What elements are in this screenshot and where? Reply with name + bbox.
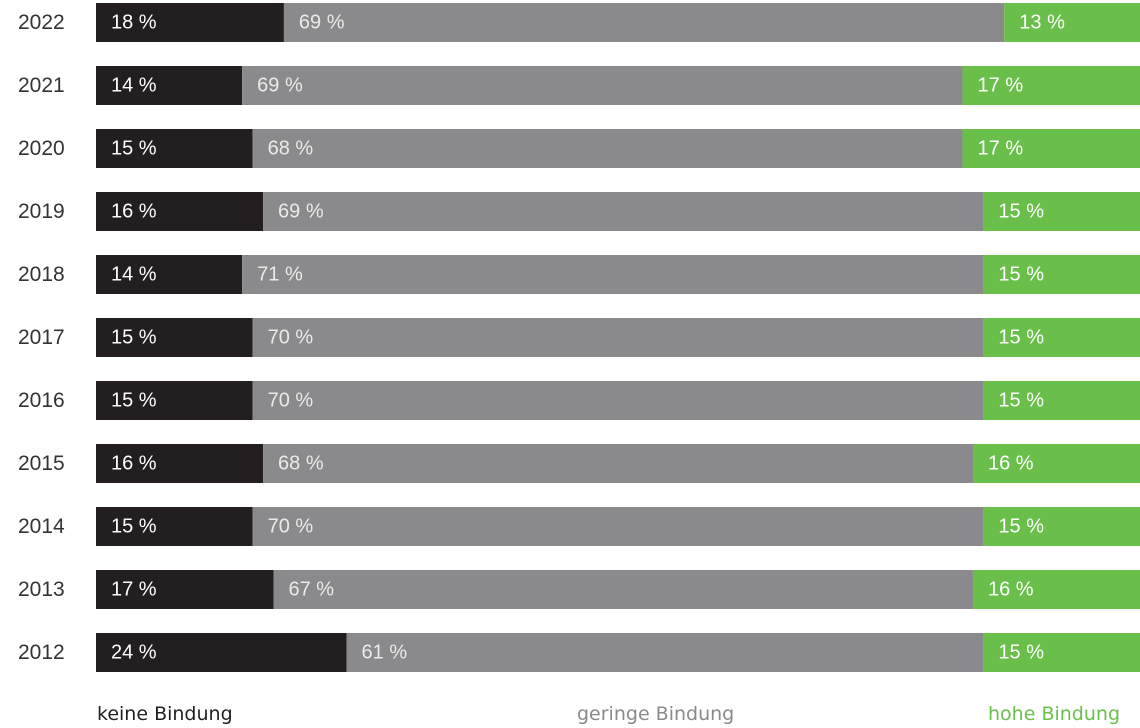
value-label-2015-geringe: 68 % [278, 453, 324, 475]
bar-segment-2021-geringe [242, 66, 963, 105]
bar-segment-2014-geringe [252, 507, 984, 546]
bar-segment-2019-geringe [263, 192, 984, 231]
year-label-2012: 2012 [18, 641, 65, 664]
year-label-2022: 2022 [18, 11, 65, 34]
value-label-2017-geringe: 70 % [268, 327, 314, 349]
bar-segment-2014-hohe [983, 507, 1140, 546]
bar-segment-2015-hohe [972, 444, 1140, 483]
bar-segment-2018-hohe [983, 255, 1140, 294]
value-label-2022-hohe: 13 % [1019, 12, 1065, 34]
bar-segment-2020-hohe [962, 129, 1140, 168]
bar-segment-2013-geringe [273, 570, 973, 609]
value-label-2014-keine: 15 % [111, 516, 157, 538]
bar-segment-2014-keine [96, 507, 253, 546]
bar-segment-2015-geringe [263, 444, 973, 483]
legend-geringe-bindung: geringe Bindung [577, 703, 735, 725]
legend-keine-bindung: keine Bindung [97, 703, 233, 725]
year-label-2018: 2018 [18, 263, 65, 286]
bar-segment-2022-hohe [1004, 3, 1140, 42]
value-label-2016-geringe: 70 % [268, 390, 314, 412]
bar-segment-2017-hohe [983, 318, 1140, 357]
bar-segment-2020-keine [96, 129, 253, 168]
bar-segment-2021-keine [96, 66, 243, 105]
value-label-2017-keine: 15 % [111, 327, 157, 349]
bar-segment-2016-geringe [252, 381, 984, 420]
bar-segment-2013-hohe [972, 570, 1140, 609]
value-label-2015-hohe: 16 % [988, 453, 1034, 475]
year-label-2020: 2020 [18, 137, 65, 160]
value-label-2013-geringe: 67 % [288, 579, 334, 601]
value-label-2013-hohe: 16 % [988, 579, 1034, 601]
value-label-2021-hohe: 17 % [978, 75, 1024, 97]
legend-hohe-bindung: hohe Bindung [988, 703, 1120, 725]
bar-segment-2019-hohe [983, 192, 1140, 231]
bar-segment-2020-geringe [252, 129, 963, 168]
value-label-2018-geringe: 71 % [257, 264, 303, 286]
value-label-2012-hohe: 15 % [998, 642, 1044, 664]
bar-segment-2013-keine [96, 570, 274, 609]
year-label-2014: 2014 [18, 515, 65, 538]
value-label-2014-hohe: 15 % [998, 516, 1044, 538]
value-label-2022-geringe: 69 % [299, 12, 345, 34]
value-label-2018-hohe: 15 % [998, 264, 1044, 286]
year-label-2017: 2017 [18, 326, 65, 349]
value-label-2012-geringe: 61 % [362, 642, 408, 664]
value-label-2020-hohe: 17 % [978, 138, 1024, 160]
bar-segment-2018-keine [96, 255, 243, 294]
value-label-2016-keine: 15 % [111, 390, 157, 412]
value-label-2015-keine: 16 % [111, 453, 157, 475]
value-label-2022-keine: 18 % [111, 12, 157, 34]
year-label-2019: 2019 [18, 200, 65, 223]
value-label-2020-keine: 15 % [111, 138, 157, 160]
bar-segment-2017-geringe [252, 318, 984, 357]
bar-segment-2022-keine [96, 3, 284, 42]
bar-segment-2012-keine [96, 633, 347, 672]
bar-segment-2012-geringe [346, 633, 984, 672]
value-label-2020-geringe: 68 % [268, 138, 314, 160]
value-label-2012-keine: 24 % [111, 642, 157, 664]
bar-segment-2016-keine [96, 381, 253, 420]
bar-segment-2019-keine [96, 192, 264, 231]
bar-segment-2022-geringe [283, 3, 1005, 42]
value-label-2019-geringe: 69 % [278, 201, 324, 223]
year-label-2013: 2013 [18, 578, 65, 601]
year-label-2021: 2021 [18, 74, 65, 97]
value-label-2017-hohe: 15 % [998, 327, 1044, 349]
bar-segment-2018-geringe [242, 255, 984, 294]
value-label-2021-geringe: 69 % [257, 75, 303, 97]
bar-segment-2016-hohe [983, 381, 1140, 420]
value-label-2014-geringe: 70 % [268, 516, 314, 538]
value-label-2021-keine: 14 % [111, 75, 157, 97]
year-label-2015: 2015 [18, 452, 65, 475]
bar-segment-2015-keine [96, 444, 264, 483]
year-label-2016: 2016 [18, 389, 65, 412]
value-label-2013-keine: 17 % [111, 579, 157, 601]
value-label-2016-hohe: 15 % [998, 390, 1044, 412]
bar-segment-2012-hohe [983, 633, 1140, 672]
bar-segment-2017-keine [96, 318, 253, 357]
value-label-2019-hohe: 15 % [998, 201, 1044, 223]
value-label-2018-keine: 14 % [111, 264, 157, 286]
bar-segment-2021-hohe [962, 66, 1140, 105]
value-label-2019-keine: 16 % [111, 201, 157, 223]
